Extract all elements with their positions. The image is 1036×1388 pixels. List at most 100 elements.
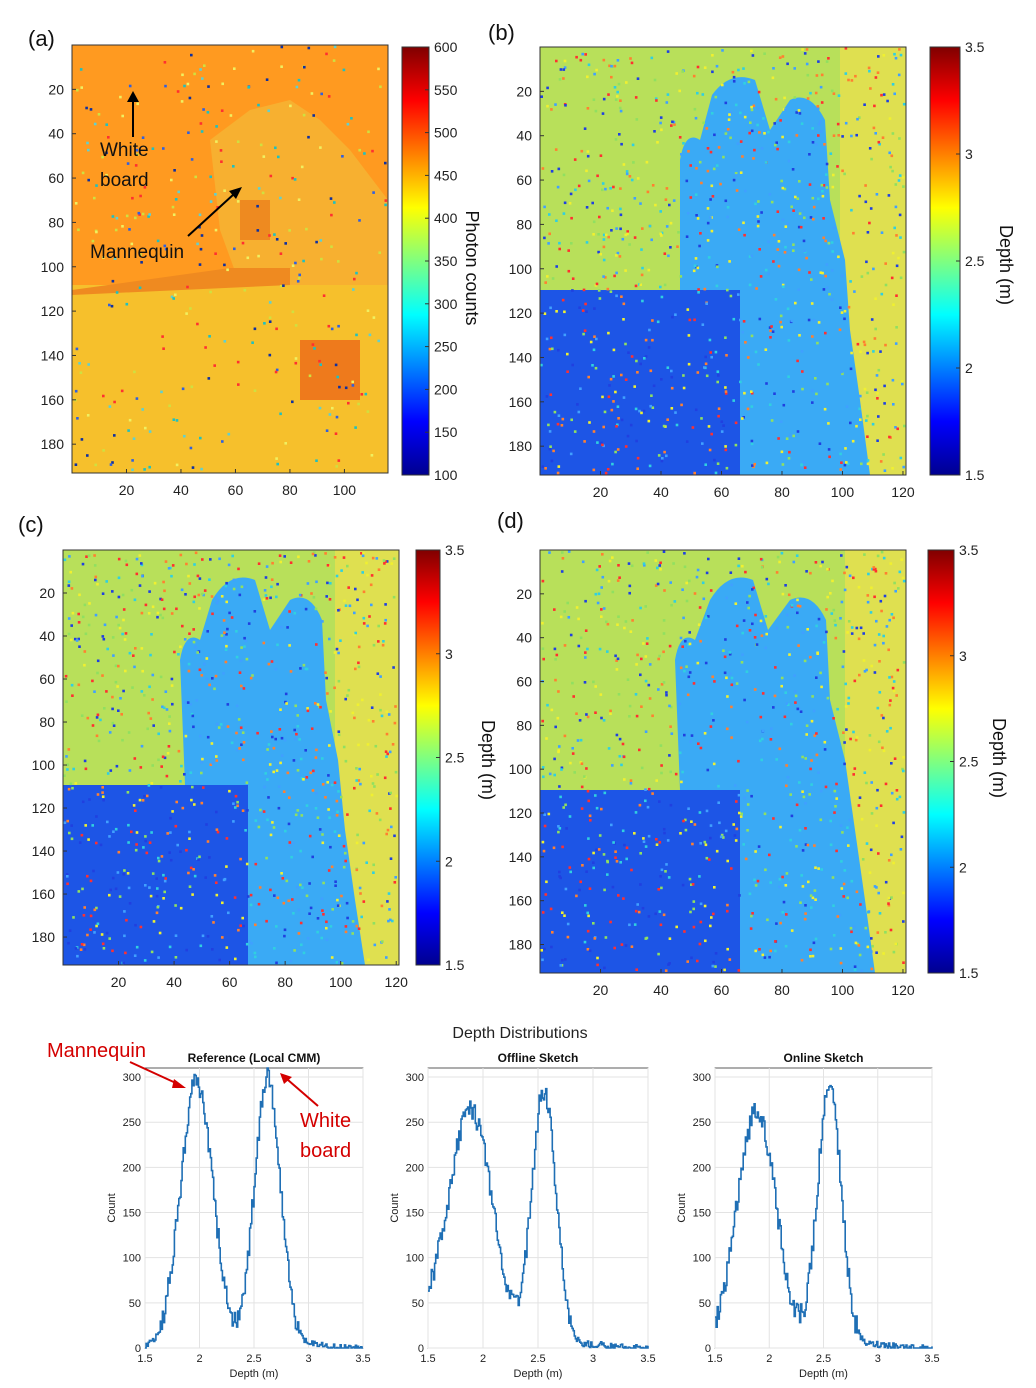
noise-pixel bbox=[897, 179, 901, 182]
noise-pixel bbox=[877, 415, 880, 418]
noise-pixel bbox=[879, 460, 883, 463]
noise-pixel bbox=[550, 336, 553, 340]
noise-pixel bbox=[889, 928, 893, 932]
noise-pixel bbox=[809, 655, 812, 659]
noise-pixel bbox=[95, 230, 98, 234]
noise-pixel bbox=[876, 554, 880, 558]
noise-pixel bbox=[619, 213, 623, 217]
noise-pixel bbox=[589, 819, 592, 822]
noise-pixel bbox=[335, 415, 339, 419]
noise-pixel bbox=[270, 578, 274, 581]
noise-pixel bbox=[689, 164, 692, 167]
x-tick-label: 20 bbox=[119, 482, 135, 498]
noise-pixel bbox=[688, 579, 691, 583]
noise-pixel bbox=[752, 586, 755, 590]
noise-pixel bbox=[796, 197, 800, 200]
noise-pixel bbox=[764, 868, 767, 872]
noise-pixel bbox=[548, 430, 552, 433]
noise-pixel bbox=[899, 848, 903, 851]
noise-pixel bbox=[805, 256, 808, 260]
noise-pixel bbox=[87, 554, 91, 557]
y-tick-label: 50 bbox=[412, 1298, 424, 1310]
colorbar-tick-label: 2 bbox=[965, 360, 973, 376]
noise-pixel bbox=[724, 445, 727, 448]
noise-pixel bbox=[549, 306, 552, 310]
noise-pixel bbox=[558, 785, 561, 788]
noise-pixel bbox=[344, 759, 348, 763]
noise-pixel bbox=[647, 268, 651, 272]
noise-pixel bbox=[200, 801, 204, 805]
noise-pixel bbox=[892, 403, 895, 406]
noise-pixel bbox=[238, 671, 242, 674]
noise-pixel bbox=[892, 821, 895, 825]
noise-pixel bbox=[267, 743, 271, 746]
noise-pixel bbox=[385, 710, 389, 714]
noise-pixel bbox=[320, 257, 323, 261]
noise-pixel bbox=[243, 288, 247, 292]
noise-pixel bbox=[165, 774, 169, 778]
noise-pixel bbox=[270, 585, 273, 589]
noise-pixel bbox=[337, 609, 340, 612]
noise-pixel bbox=[647, 346, 651, 349]
colorbar-tick-label: 2 bbox=[445, 853, 453, 869]
noise-pixel bbox=[829, 152, 833, 155]
noise-pixel bbox=[84, 632, 88, 636]
noise-pixel bbox=[624, 378, 628, 381]
noise-pixel bbox=[160, 765, 163, 768]
noise-pixel bbox=[795, 554, 799, 557]
noise-pixel bbox=[866, 945, 870, 949]
noise-pixel bbox=[245, 862, 249, 866]
noise-pixel bbox=[659, 561, 662, 565]
noise-pixel bbox=[644, 655, 648, 658]
noise-pixel bbox=[327, 324, 331, 328]
noise-pixel bbox=[770, 419, 774, 422]
noise-pixel bbox=[364, 392, 368, 396]
noise-pixel bbox=[208, 578, 211, 581]
noise-pixel bbox=[76, 417, 79, 420]
noise-pixel bbox=[337, 730, 341, 733]
noise-pixel bbox=[850, 632, 854, 635]
noise-pixel bbox=[748, 629, 752, 632]
noise-pixel bbox=[898, 213, 902, 217]
noise-pixel bbox=[707, 557, 710, 561]
noise-pixel bbox=[562, 212, 566, 215]
noise-pixel bbox=[795, 134, 799, 137]
noise-pixel bbox=[287, 822, 291, 826]
noise-pixel bbox=[293, 728, 296, 732]
noise-pixel bbox=[587, 914, 590, 918]
noise-pixel bbox=[550, 708, 554, 712]
noise-pixel bbox=[543, 824, 547, 828]
noise-pixel bbox=[692, 907, 695, 911]
noise-pixel bbox=[786, 307, 790, 311]
noise-pixel bbox=[145, 794, 149, 798]
noise-pixel bbox=[840, 600, 844, 604]
noise-pixel bbox=[712, 167, 716, 171]
noise-pixel bbox=[644, 799, 647, 803]
noise-pixel bbox=[609, 712, 612, 715]
histogram-title: Offline Sketch bbox=[498, 1051, 579, 1065]
noise-pixel bbox=[306, 709, 310, 713]
noise-pixel bbox=[797, 644, 800, 647]
noise-pixel bbox=[554, 658, 557, 661]
noise-pixel bbox=[746, 829, 749, 832]
noise-pixel bbox=[200, 674, 204, 677]
noise-pixel bbox=[367, 958, 370, 962]
noise-pixel bbox=[723, 968, 726, 972]
noise-pixel bbox=[199, 436, 202, 440]
noise-pixel bbox=[342, 556, 346, 559]
x-tick-label: 100 bbox=[831, 982, 855, 998]
noise-pixel bbox=[698, 160, 702, 164]
noise-pixel bbox=[664, 969, 668, 972]
noise-pixel bbox=[842, 650, 846, 653]
noise-pixel bbox=[730, 705, 733, 709]
noise-pixel bbox=[335, 647, 339, 651]
noise-pixel bbox=[299, 757, 303, 761]
noise-pixel bbox=[561, 557, 565, 560]
noise-pixel bbox=[264, 594, 268, 597]
noise-pixel bbox=[91, 679, 94, 683]
noise-pixel bbox=[395, 794, 398, 798]
noise-pixel bbox=[858, 953, 862, 957]
noise-pixel bbox=[368, 333, 372, 337]
noise-pixel bbox=[702, 121, 705, 125]
noise-pixel bbox=[337, 459, 341, 462]
